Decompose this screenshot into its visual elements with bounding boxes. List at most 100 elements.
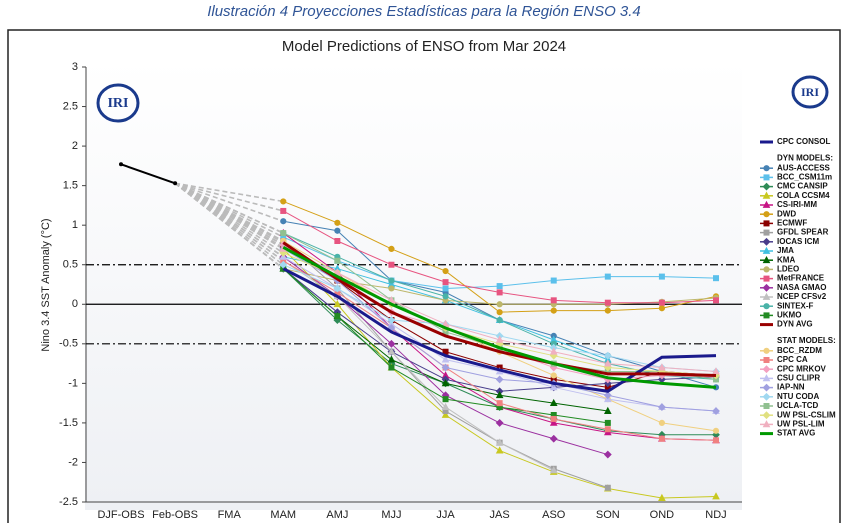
marker: [333, 300, 342, 308]
x-tick-label: Feb-OBS: [152, 509, 198, 521]
x-tick-label: JAS: [490, 509, 510, 521]
legend-label: CS-IRI-MM: [777, 200, 817, 209]
legend-label: GFDL SPEAR: [777, 228, 829, 237]
y-tick-label: -1.5: [59, 417, 78, 429]
marker: [388, 245, 395, 253]
marker: [712, 492, 720, 500]
legend-header: DYN MODELS:: [777, 153, 833, 162]
marker: [279, 260, 288, 269]
x-tick-label: JJA: [436, 509, 455, 521]
legend-label: UW PSL-CSLIM: [777, 410, 836, 419]
marker: [658, 435, 665, 442]
legend-label: NTU CODA: [777, 392, 819, 401]
marker: [442, 285, 449, 292]
legend-marker: [762, 246, 771, 254]
x-tick-label: ASO: [542, 509, 566, 521]
marker: [549, 466, 558, 474]
marker: [280, 207, 287, 214]
marker: [441, 379, 450, 387]
x-tick-label: MAM: [270, 509, 296, 521]
marker: [603, 379, 612, 388]
legend-marker: [762, 292, 771, 300]
x-tick-label: DJF-OBS: [97, 509, 144, 521]
legend-header: STAT MODELS:: [777, 336, 836, 345]
marker: [658, 299, 665, 306]
series-line: [282, 246, 717, 389]
chart-title: Model Predictions of ENSO from Mar 2024: [282, 38, 566, 55]
legend-marker: [762, 392, 771, 401]
marker: [388, 364, 395, 371]
legend-label: NCEP CFSv2: [777, 292, 827, 301]
marker: [658, 419, 666, 427]
legend-marker: [762, 283, 771, 292]
legend-label: KMA: [777, 255, 795, 264]
marker: [334, 219, 341, 226]
marker: [495, 375, 504, 384]
marker: [603, 359, 612, 367]
legend-marker: [763, 220, 770, 227]
legend-marker: [762, 255, 771, 264]
legend-marker: [763, 357, 770, 363]
legend-label: ECMWF: [777, 219, 807, 228]
legend-marker: [763, 165, 770, 172]
legend-marker: [763, 266, 770, 273]
marker: [604, 299, 611, 306]
connector: [174, 182, 284, 222]
marker: [496, 289, 503, 296]
legend-label: AUS-ACCESS: [777, 163, 831, 172]
legend-marker: [763, 312, 770, 319]
marker: [658, 305, 666, 312]
legend-label: BCC_CSM11m: [777, 173, 832, 182]
legend-marker: [762, 237, 771, 246]
marker: [441, 402, 450, 410]
y-tick-label: 2: [72, 140, 78, 152]
y-tick-label: 3: [72, 61, 78, 73]
legend-label: IAP-NN: [777, 383, 805, 392]
legend-marker: [763, 211, 770, 218]
marker: [495, 438, 504, 446]
marker: [387, 339, 396, 348]
series-line: [282, 241, 717, 377]
connector: [174, 182, 284, 262]
connector: [174, 182, 284, 212]
x-tick-label: SON: [596, 509, 620, 521]
connector: [174, 182, 284, 234]
legend-marker: [763, 303, 770, 310]
marker: [496, 400, 503, 407]
marker: [333, 284, 342, 293]
marker: [388, 285, 395, 292]
legend-label: BCC_RZDM: [777, 346, 822, 355]
legend-label: UKMO: [777, 311, 801, 320]
marker: [442, 293, 449, 300]
marker: [387, 355, 396, 363]
legend-marker: [762, 200, 771, 208]
connector: [174, 182, 284, 270]
legend-label: MetFRANCE: [777, 274, 825, 283]
legend-label: UW PSL-LIM: [777, 420, 825, 429]
legend-label: COLA CCSM4: [777, 191, 830, 200]
connector: [174, 182, 284, 266]
marker: [495, 446, 504, 454]
marker: [604, 307, 611, 314]
marker: [496, 301, 503, 308]
y-tick-label: -1: [68, 377, 78, 389]
legend-marker: [762, 374, 771, 382]
y-tick-label: 0.5: [63, 259, 78, 271]
y-tick-label: -2.5: [59, 496, 78, 508]
marker: [550, 277, 557, 284]
marker: [387, 316, 396, 324]
marker: [495, 390, 504, 399]
legend-marker: [763, 229, 770, 236]
marker: [441, 355, 450, 363]
marker: [495, 335, 504, 343]
marker: [442, 396, 449, 403]
legend-label: CMC CANSIP: [777, 182, 828, 191]
legend-label: SINTEX-F: [777, 301, 814, 310]
marker: [658, 273, 665, 280]
marker: [712, 367, 720, 375]
marker: [334, 313, 341, 320]
observed-point: [119, 162, 123, 167]
marker: [495, 419, 504, 427]
caption: Ilustración 4 Proyecciones Estadísticas …: [207, 3, 641, 20]
